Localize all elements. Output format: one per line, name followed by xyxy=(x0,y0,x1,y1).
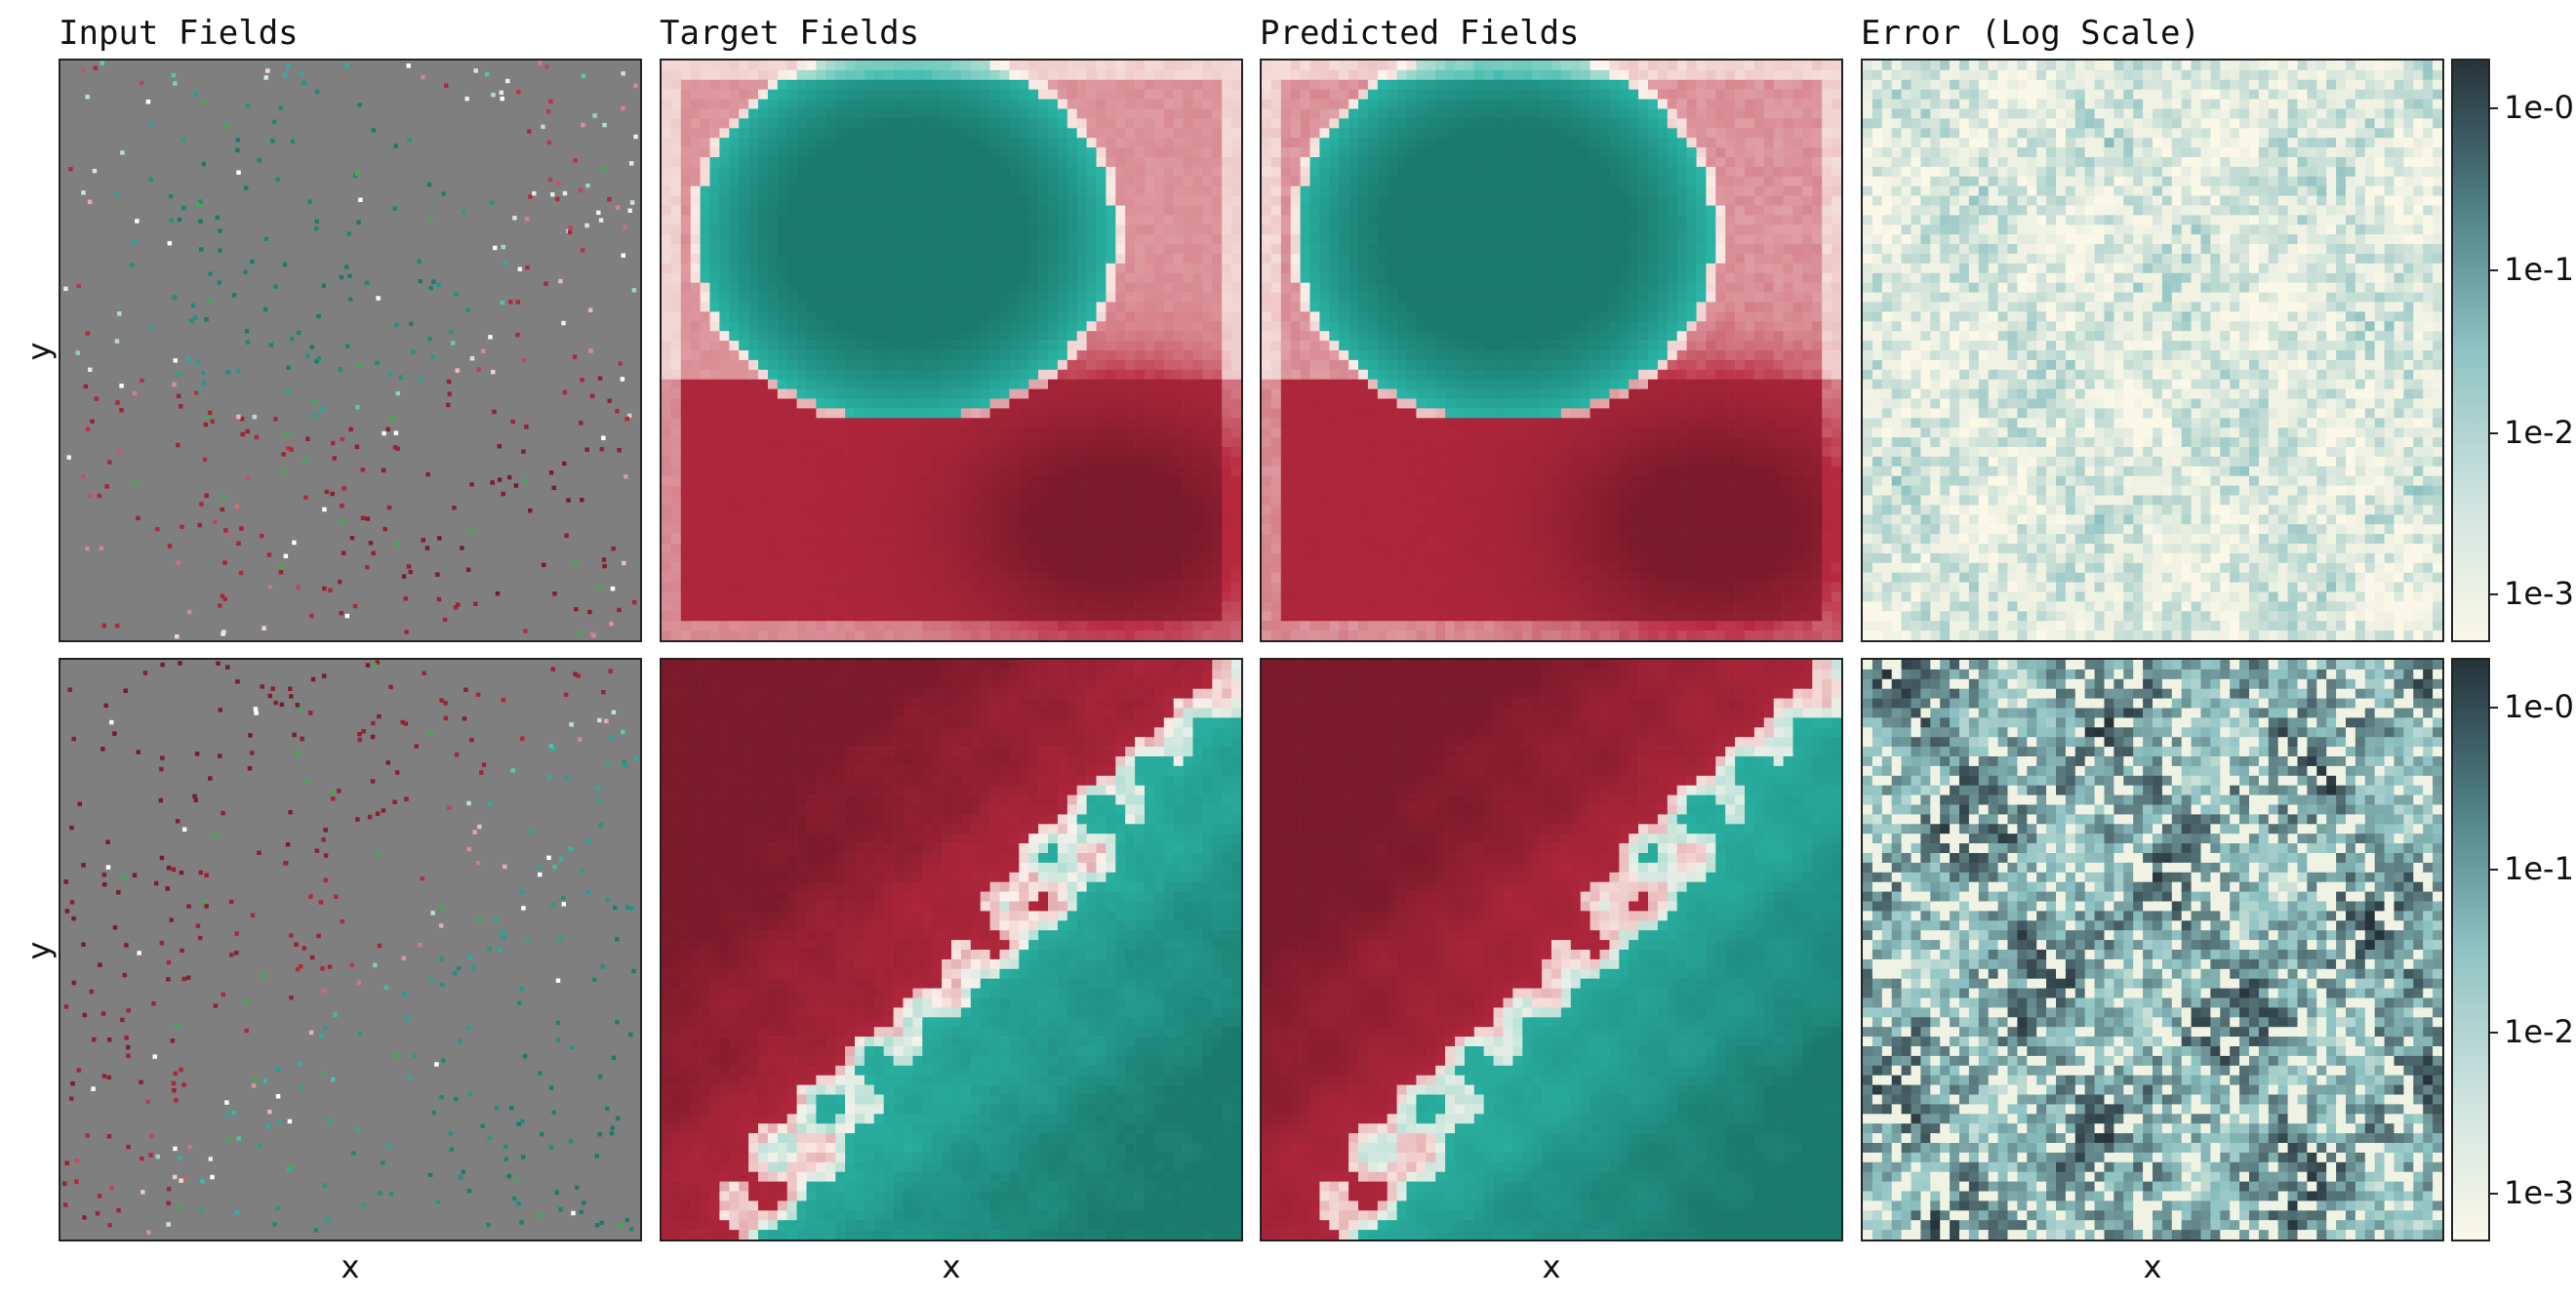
xlabel-input: x xyxy=(331,1247,370,1286)
colorbar-tick-label: 1e-2 xyxy=(2504,1014,2574,1049)
colorbar-tick-label: 1e-3 xyxy=(2504,1175,2574,1210)
panel-target-row1 xyxy=(660,59,1243,642)
colorbar-tick-label: 1e-3 xyxy=(2504,576,2574,611)
xlabel-error: x xyxy=(2133,1247,2172,1286)
colorbar-tick xyxy=(2488,269,2498,271)
title-input-fields: Input Fields xyxy=(59,14,299,53)
title-error-log-scale: Error (Log Scale) xyxy=(1861,14,2200,53)
colorbar-tick-label: 1e-0 xyxy=(2504,90,2574,125)
colorbar-tick xyxy=(2488,1193,2498,1195)
panel-predicted-row1 xyxy=(1260,59,1843,642)
colorbar-tick-label: 1e-0 xyxy=(2504,689,2574,724)
panel-input-row2 xyxy=(59,658,642,1241)
colorbar-tick-label: 1e-1 xyxy=(2504,851,2574,886)
ylabel-row1: y xyxy=(20,332,59,371)
panel-input-row1 xyxy=(59,59,642,642)
sensor-points xyxy=(62,660,639,1235)
error-cells xyxy=(1863,61,2442,640)
colorbar-tick xyxy=(2488,107,2498,109)
input-field-heatmap xyxy=(60,660,640,1240)
colorbar-row2 xyxy=(2451,658,2490,1241)
ylabel-row2: y xyxy=(20,931,59,970)
input-field-heatmap xyxy=(60,61,640,640)
colorbar-tick xyxy=(2488,707,2498,709)
error-cells xyxy=(1863,660,2442,1240)
panel-error-row1 xyxy=(1861,59,2444,642)
title-target-fields: Target Fields xyxy=(660,14,919,53)
colorbar-tick-label: 1e-1 xyxy=(2504,252,2574,287)
predicted-field-heatmap xyxy=(1262,61,1841,640)
predicted-field-heatmap xyxy=(1262,660,1841,1240)
panel-predicted-row2 xyxy=(1260,658,1843,1241)
colorbar-row1 xyxy=(2451,59,2490,642)
colorbar-tick xyxy=(2488,593,2498,595)
colorbar-tick xyxy=(2488,1032,2498,1034)
xlabel-target: x xyxy=(932,1247,971,1286)
error-field-heatmap xyxy=(1863,660,2442,1240)
panel-target-row2 xyxy=(660,658,1243,1241)
error-field-heatmap xyxy=(1863,61,2442,640)
colorbar-tick xyxy=(2488,869,2498,871)
colorbar-tick-label: 1e-2 xyxy=(2504,415,2574,450)
xlabel-predicted: x xyxy=(1532,1247,1571,1286)
panel-error-row2 xyxy=(1861,658,2444,1241)
sensor-points xyxy=(63,61,638,639)
field-cells xyxy=(662,660,1241,1240)
field-cells xyxy=(1262,61,1841,640)
target-field-heatmap xyxy=(662,660,1241,1240)
colorbar-tick xyxy=(2488,432,2498,434)
target-field-heatmap xyxy=(662,61,1241,640)
field-cells xyxy=(662,61,1241,640)
field-cells xyxy=(1262,660,1841,1240)
title-predicted-fields: Predicted Fields xyxy=(1260,14,1580,53)
